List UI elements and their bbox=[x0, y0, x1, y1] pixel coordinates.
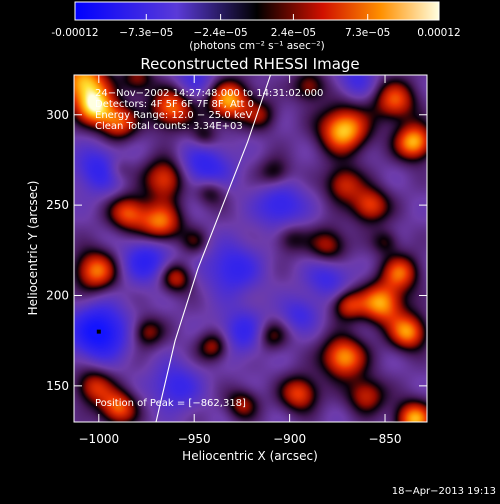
x-tick-label: −900 bbox=[273, 432, 306, 446]
x-tick-label: −950 bbox=[178, 432, 211, 446]
x-tick-label: −850 bbox=[369, 432, 402, 446]
colorbar-tick-label: -0.00012 bbox=[51, 27, 98, 39]
axis-ticks: −1000 −950 −900 −850 150 200 250 300 bbox=[46, 75, 427, 446]
annotation-detectors: Detectors: 4F 5F 6F 7F 8F, Att 0 bbox=[95, 99, 254, 110]
solar-limb-line bbox=[155, 75, 272, 422]
colorbar: -0.00012 −7.3e−05 −2.4e−05 2.4e−05 7.3e−05 0.… bbox=[51, 1, 461, 52]
y-tick-label: 300 bbox=[46, 108, 69, 122]
plot-frame bbox=[73, 74, 428, 423]
colorbar-tick-label: −2.4e−05 bbox=[194, 27, 248, 39]
colorbar-unit: (photons cm⁻² s⁻¹ asec⁻²) bbox=[189, 40, 324, 52]
chart-title: Reconstructed RHESSI Image bbox=[140, 55, 359, 73]
colorbar-tick-label: −7.3e−05 bbox=[119, 27, 173, 39]
timestamp: 18−Apr−2013 19:13 bbox=[392, 486, 496, 497]
colorbar-tick-label: 7.3e−05 bbox=[345, 27, 390, 39]
colorbar-tick-label: 0.00012 bbox=[417, 27, 460, 39]
colorbar-ticks: -0.00012 −7.3e−05 −2.4e−05 2.4e−05 7.3e−05 0.… bbox=[51, 14, 461, 39]
x-axis-label: Heliocentric X (arcsec) bbox=[182, 449, 318, 463]
annotation-energy: Energy Range: 12.0 − 25.0 keV bbox=[95, 110, 252, 121]
annotation-counts: Clean Total counts: 3.34E+03 bbox=[95, 121, 243, 132]
annotation-block: 24−Nov−2002 14:27:48.000 to 14:31:02.000… bbox=[95, 88, 323, 132]
peak-position-label: Position of Peak = [−862,318] bbox=[95, 398, 246, 409]
map-marker bbox=[96, 329, 101, 334]
y-tick-label: 200 bbox=[46, 288, 69, 302]
y-tick-label: 150 bbox=[46, 379, 69, 393]
plot-area: −1000 −950 −900 −850 150 200 250 300 24−Nov−200… bbox=[46, 74, 428, 446]
x-tick-label: −1000 bbox=[79, 432, 120, 446]
colorbar-gradient bbox=[74, 1, 440, 21]
y-axis-label: Heliocentric Y (arcsec) bbox=[26, 181, 40, 316]
annotation-time: 24−Nov−2002 14:27:48.000 to 14:31:02.000 bbox=[95, 88, 323, 99]
y-tick-label: 250 bbox=[46, 198, 69, 212]
colorbar-tick-label: 2.4e−05 bbox=[271, 27, 316, 39]
